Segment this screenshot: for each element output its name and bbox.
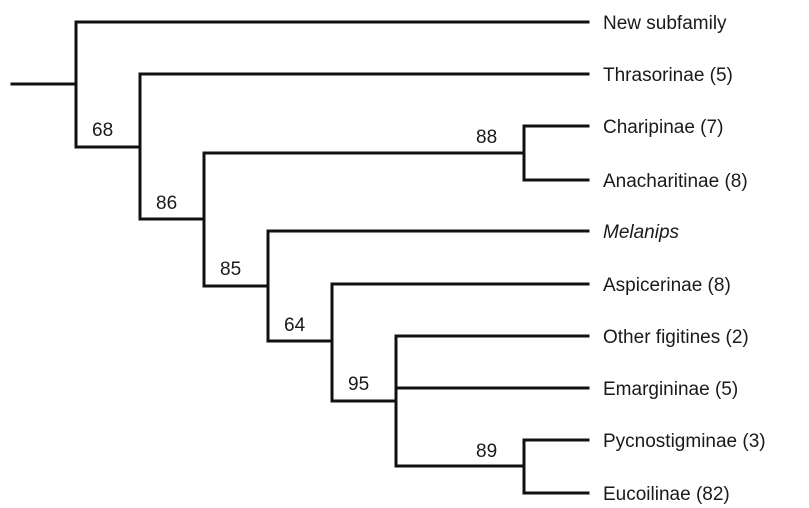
taxon-label-pycnostigminae: Pycnostigminae (3) xyxy=(603,431,766,452)
support-value-85: 85 xyxy=(220,259,241,280)
support-value-68: 68 xyxy=(92,120,113,141)
taxon-label-other-figitines: Other figitines (2) xyxy=(603,327,749,348)
support-value-88: 88 xyxy=(476,127,497,148)
taxon-label-charipinae: Charipinae (7) xyxy=(603,117,723,138)
taxon-label-new-subfamily: New subfamily xyxy=(603,13,727,34)
taxon-label-eucoilinae: Eucoilinae (82) xyxy=(603,484,730,505)
support-values: 68 86 88 85 64 95 89 xyxy=(92,120,497,462)
taxon-label-anacharitinae: Anacharitinae (8) xyxy=(603,171,748,192)
support-value-86: 86 xyxy=(156,193,177,214)
support-value-64: 64 xyxy=(284,315,306,336)
support-value-95: 95 xyxy=(348,374,369,395)
taxon-label-thrasorinae: Thrasorinae (5) xyxy=(603,65,733,86)
taxon-label-melanips: Melanips xyxy=(603,222,680,243)
taxon-labels: New subfamily Thrasorinae (5) Charipinae… xyxy=(603,13,766,505)
taxon-label-emargininae: Emargininae (5) xyxy=(603,379,738,400)
taxon-label-aspicerinae: Aspicerinae (8) xyxy=(603,275,731,296)
support-value-89: 89 xyxy=(476,441,497,462)
tree-branches xyxy=(10,20,590,495)
